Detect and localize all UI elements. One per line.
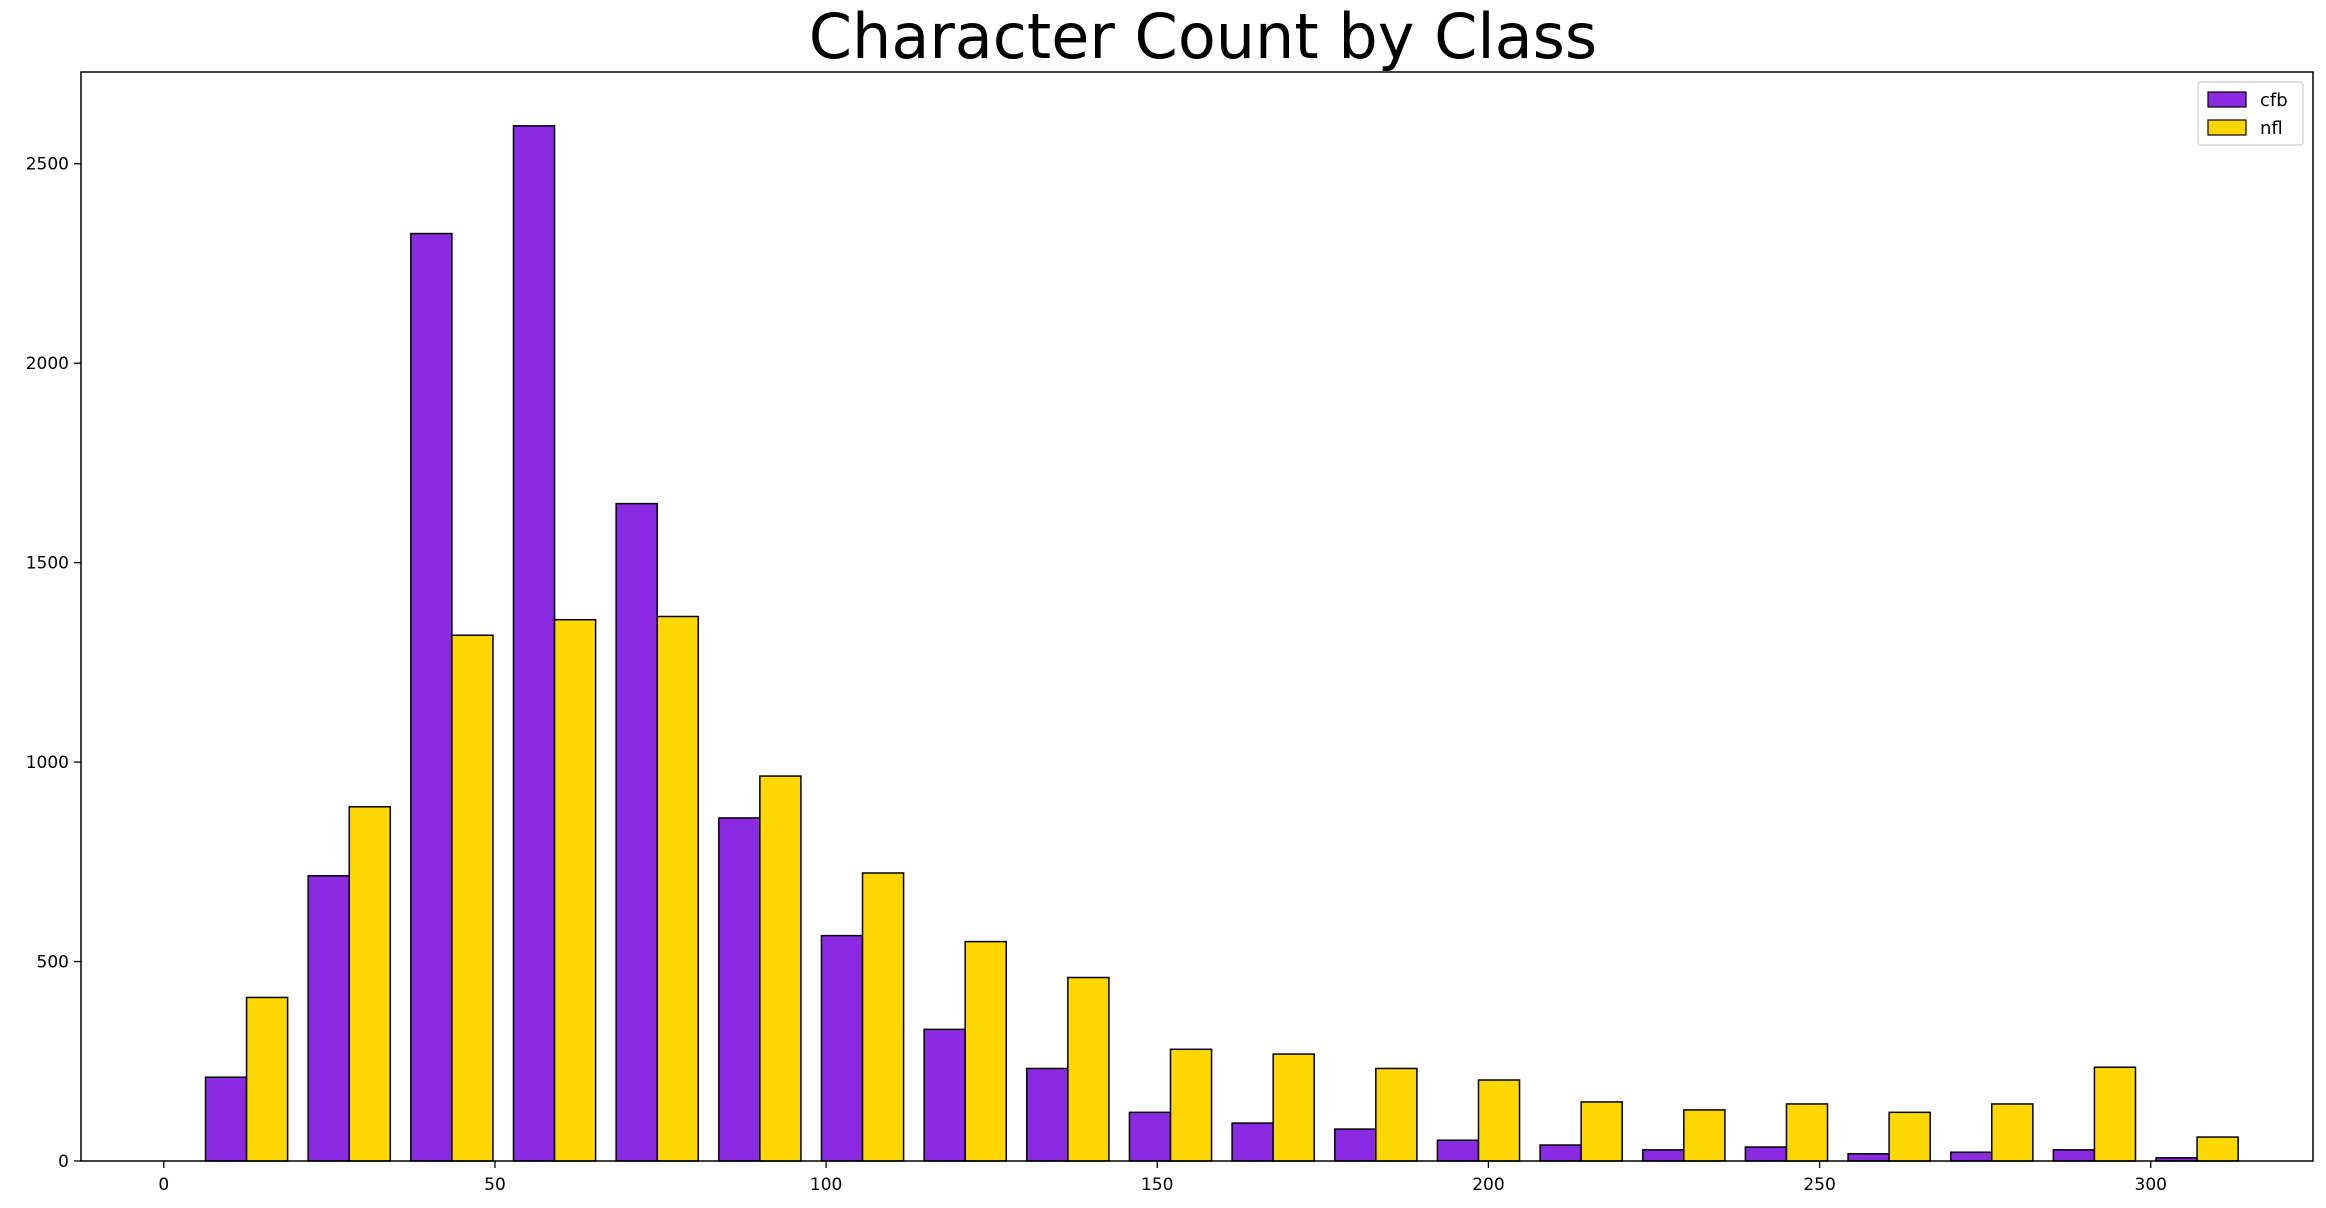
- chart-title: Character Count by Class: [809, 0, 1598, 73]
- y-tick-label: 0: [58, 1152, 69, 1172]
- bar-cfb-7: [923, 1028, 966, 1162]
- x-tick-label: 300: [2135, 1175, 2167, 1195]
- legend-swatch-nfl: [2207, 119, 2247, 136]
- bar-cfb-5: [718, 817, 761, 1162]
- bar-cfb-14: [1641, 1149, 1685, 1162]
- bar-nfl-7: [964, 940, 1008, 1162]
- bar-nfl-16: [1888, 1111, 1931, 1162]
- bar-cfb-16: [1847, 1153, 1890, 1162]
- bar-nfl-15: [1785, 1103, 1829, 1162]
- bar-nfl-18: [2093, 1066, 2137, 1162]
- bar-cfb-13: [1539, 1144, 1582, 1162]
- x-axis: 0 50 100 150 200 250 300: [158, 1161, 2167, 1195]
- bar-cfb-12: [1436, 1139, 1480, 1162]
- legend-label-cfb: cfb: [2260, 90, 2288, 111]
- x-tick-label: 150: [1141, 1175, 1173, 1195]
- bar-nfl-4: [656, 615, 700, 1162]
- bar-cfb-2: [410, 232, 453, 1162]
- x-tick-label: 0: [158, 1175, 169, 1195]
- y-tick-label: 1000: [26, 753, 69, 773]
- y-tick-label: 2500: [26, 155, 69, 175]
- bar-nfl-11: [1375, 1067, 1418, 1162]
- bar-cfb-0: [204, 1076, 248, 1162]
- bar-cfb-9: [1128, 1111, 1172, 1162]
- bar-cfb-1: [307, 875, 350, 1162]
- bar-cfb-17: [1949, 1151, 1993, 1162]
- bar-nfl-13: [1580, 1101, 1623, 1162]
- plot-frame: [80, 71, 2314, 1162]
- y-tick-label: 500: [37, 953, 69, 973]
- bar-group: [204, 125, 2239, 1162]
- bar-nfl-3: [553, 618, 597, 1162]
- y-tick-label: 1500: [26, 554, 69, 574]
- bar-nfl-0: [245, 996, 289, 1162]
- bar-cfb-18: [2052, 1149, 2096, 1162]
- bar-nfl-2: [451, 634, 494, 1162]
- x-tick-label: 250: [1803, 1175, 1835, 1195]
- bar-cfb-4: [615, 502, 658, 1162]
- bar-cfb-11: [1334, 1128, 1377, 1162]
- bar-cfb-15: [1744, 1146, 1788, 1162]
- bar-cfb-3: [512, 125, 556, 1162]
- bar-nfl-19: [2196, 1136, 2239, 1162]
- bar-nfl-6: [861, 872, 905, 1162]
- bar-nfl-17: [1991, 1103, 2034, 1162]
- bar-nfl-1: [348, 806, 392, 1162]
- legend: cfb nfl: [2197, 81, 2304, 146]
- bar-nfl-14: [1683, 1109, 1726, 1162]
- legend-label-nfl: nfl: [2260, 118, 2283, 139]
- bar-cfb-10: [1231, 1122, 1274, 1162]
- x-tick-label: 50: [484, 1175, 506, 1195]
- legend-swatch-cfb: [2207, 91, 2247, 108]
- x-tick-label: 100: [810, 1175, 842, 1195]
- y-tick-label: 2000: [26, 354, 69, 374]
- x-tick-label: 200: [1472, 1175, 1504, 1195]
- bar-nfl-9: [1169, 1048, 1213, 1162]
- y-axis: 0 500 1000 1500 2000 2500: [26, 155, 81, 1172]
- bar-nfl-5: [759, 775, 802, 1162]
- bar-cfb-6: [820, 934, 864, 1162]
- bar-cfb-8: [1026, 1067, 1069, 1162]
- bar-nfl-10: [1272, 1053, 1315, 1162]
- bar-nfl-8: [1067, 976, 1110, 1162]
- bar-nfl-12: [1477, 1079, 1521, 1162]
